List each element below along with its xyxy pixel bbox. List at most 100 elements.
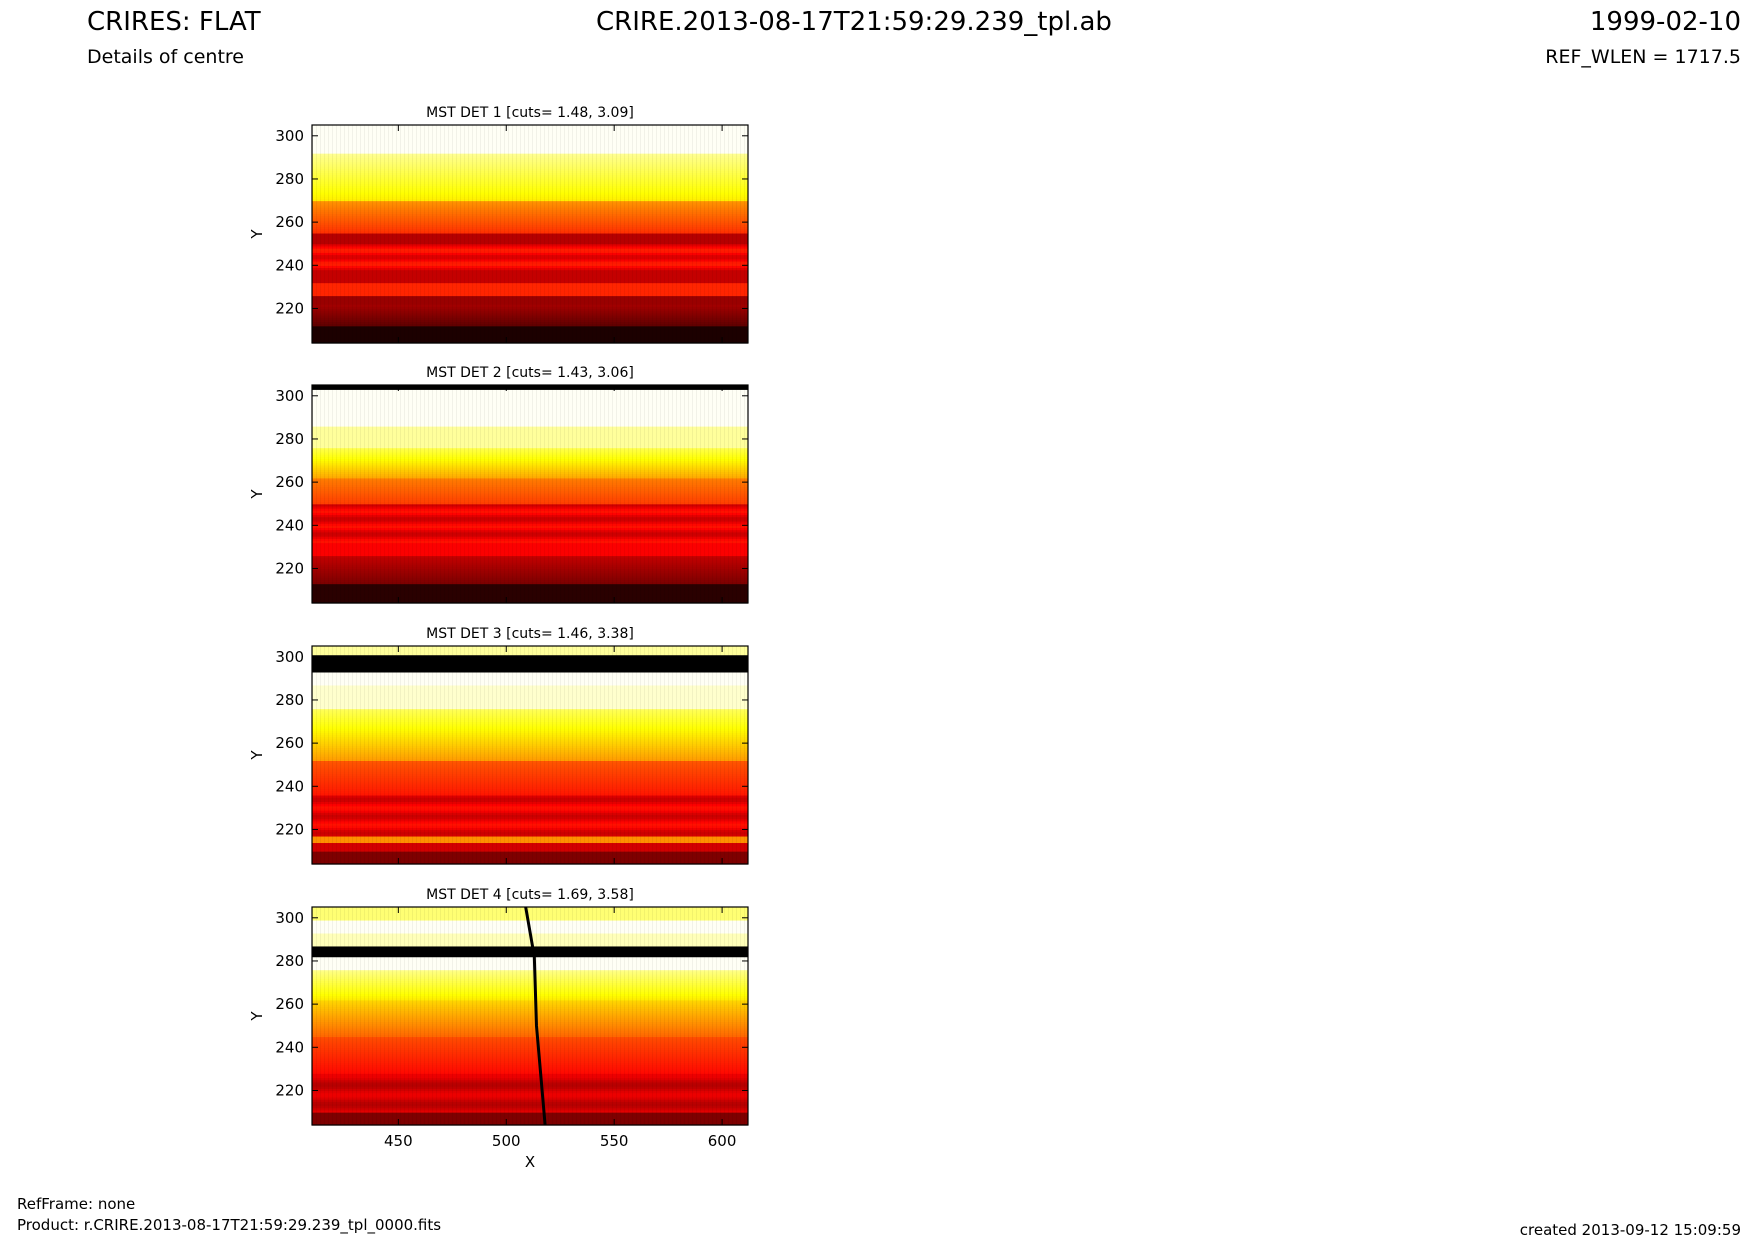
heatmap-row	[312, 973, 748, 977]
column-texture	[388, 125, 389, 343]
column-texture	[720, 907, 721, 1125]
column-texture	[740, 125, 741, 343]
y-tick-label: 260	[275, 213, 304, 231]
heatmap-row	[312, 1060, 748, 1064]
heatmap-row	[312, 911, 748, 915]
heatmap-row	[312, 551, 748, 554]
column-texture	[456, 907, 457, 1125]
heatmap-row	[312, 559, 748, 563]
heatmap-row	[312, 693, 748, 697]
column-texture	[352, 385, 353, 603]
column-texture	[356, 646, 357, 864]
column-texture	[620, 646, 621, 864]
x-tick-label: 600	[708, 1132, 737, 1150]
heatmap-row	[312, 140, 748, 143]
heatmap-row	[312, 751, 748, 755]
column-texture	[352, 646, 353, 864]
heatmap-row	[312, 235, 748, 238]
heatmap-row	[312, 1047, 748, 1051]
heatmap-row	[312, 449, 748, 453]
heatmap-row	[312, 831, 748, 835]
heatmap-row	[312, 574, 748, 578]
heatmap-row	[312, 1014, 748, 1018]
column-texture	[372, 385, 373, 603]
column-texture	[368, 646, 369, 864]
heatmap-row	[312, 663, 748, 667]
heatmap-row	[312, 529, 748, 533]
column-texture	[568, 125, 569, 343]
column-texture	[688, 125, 689, 343]
heatmap-row	[312, 781, 748, 785]
heatmap-row	[312, 661, 748, 664]
heatmap-row	[312, 669, 748, 673]
heatmap-row	[312, 131, 748, 135]
heatmap-image	[312, 385, 748, 604]
column-texture	[424, 385, 425, 603]
heatmap-row	[312, 239, 748, 243]
column-texture	[448, 385, 449, 603]
column-texture	[344, 125, 345, 343]
plot-frame	[311, 124, 749, 344]
heatmap-row	[312, 646, 748, 649]
column-texture	[488, 907, 489, 1125]
column-texture	[480, 125, 481, 343]
column-texture	[548, 907, 549, 1125]
column-texture	[480, 907, 481, 1125]
column-texture	[576, 125, 577, 343]
column-texture	[432, 646, 433, 864]
column-texture	[520, 907, 521, 1125]
heatmap-row	[312, 438, 748, 442]
heatmap-row	[312, 415, 748, 418]
column-texture	[564, 385, 565, 603]
column-texture	[696, 646, 697, 864]
heatmap-row	[312, 1051, 748, 1055]
heatmap-row	[312, 851, 748, 854]
heatmap-row	[312, 950, 748, 953]
column-texture	[448, 646, 449, 864]
column-texture	[556, 646, 557, 864]
column-texture	[572, 907, 573, 1125]
heatmap-row	[312, 512, 748, 516]
heatmap-row	[312, 185, 748, 189]
heatmap-row	[312, 224, 748, 228]
column-texture	[448, 907, 449, 1125]
column-texture	[368, 385, 369, 603]
heatmap-row	[312, 859, 748, 863]
heatmap-row	[312, 585, 748, 589]
heatmap-row	[312, 775, 748, 779]
heatmap-row	[312, 1077, 748, 1081]
heatmap-row	[312, 226, 748, 230]
heatmap-row	[312, 1107, 748, 1111]
y-tick-label: 260	[275, 473, 304, 491]
heatmap-row	[312, 855, 748, 859]
column-texture	[464, 385, 465, 603]
column-texture	[488, 125, 489, 343]
heatmap-row	[312, 667, 748, 671]
heatmap-row	[312, 157, 748, 161]
column-texture	[568, 907, 569, 1125]
column-texture	[404, 125, 405, 343]
column-texture	[640, 385, 641, 603]
heatmap-row	[312, 1040, 748, 1044]
heatmap-row	[312, 308, 748, 312]
column-texture	[624, 125, 625, 343]
heatmap-row	[312, 413, 748, 416]
heatmap-row	[312, 814, 748, 818]
column-texture	[324, 646, 325, 864]
column-texture	[556, 907, 557, 1125]
heatmap-row	[312, 743, 748, 746]
column-texture	[364, 385, 365, 603]
column-texture	[388, 646, 389, 864]
column-texture	[704, 125, 705, 343]
heatmap-row	[312, 702, 748, 705]
heatmap-row	[312, 256, 748, 260]
heatmap-row	[312, 404, 748, 408]
heatmap-row	[312, 330, 748, 333]
column-texture	[376, 385, 377, 603]
column-texture	[328, 646, 329, 864]
column-texture	[632, 385, 633, 603]
column-texture	[364, 907, 365, 1125]
column-texture	[620, 125, 621, 343]
column-texture	[744, 125, 745, 343]
